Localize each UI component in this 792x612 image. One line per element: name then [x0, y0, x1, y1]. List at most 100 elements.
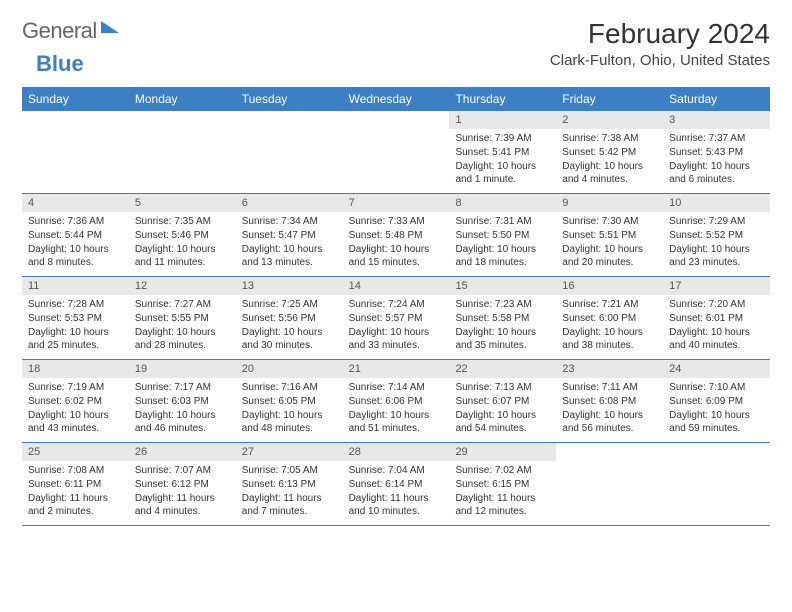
day-body: Sunrise: 7:05 AMSunset: 6:13 PMDaylight:… [236, 461, 343, 524]
daylight-text: Daylight: 10 hours and 48 minutes. [242, 409, 337, 435]
day-body: Sunrise: 7:29 AMSunset: 5:52 PMDaylight:… [663, 212, 770, 275]
sunrise-text: Sunrise: 7:39 AM [455, 132, 550, 145]
daylight-text: Daylight: 10 hours and 54 minutes. [455, 409, 550, 435]
day-cell: 22Sunrise: 7:13 AMSunset: 6:07 PMDayligh… [449, 360, 556, 442]
sunset-text: Sunset: 6:06 PM [349, 395, 444, 408]
day-body: Sunrise: 7:07 AMSunset: 6:12 PMDaylight:… [129, 461, 236, 524]
sunset-text: Sunset: 5:47 PM [242, 229, 337, 242]
daylight-text: Daylight: 10 hours and 23 minutes. [669, 243, 764, 269]
daylight-text: Daylight: 10 hours and 46 minutes. [135, 409, 230, 435]
day-body: Sunrise: 7:11 AMSunset: 6:08 PMDaylight:… [556, 378, 663, 441]
weekday-header: Saturday [663, 87, 770, 111]
sunset-text: Sunset: 6:05 PM [242, 395, 337, 408]
sunset-text: Sunset: 6:12 PM [135, 478, 230, 491]
sunrise-text: Sunrise: 7:02 AM [455, 464, 550, 477]
day-cell: 11Sunrise: 7:28 AMSunset: 5:53 PMDayligh… [22, 277, 129, 359]
sunrise-text: Sunrise: 7:13 AM [455, 381, 550, 394]
sunset-text: Sunset: 6:14 PM [349, 478, 444, 491]
day-body: Sunrise: 7:20 AMSunset: 6:01 PMDaylight:… [663, 295, 770, 358]
sunrise-text: Sunrise: 7:08 AM [28, 464, 123, 477]
day-body: Sunrise: 7:27 AMSunset: 5:55 PMDaylight:… [129, 295, 236, 358]
sunset-text: Sunset: 5:42 PM [562, 146, 657, 159]
day-number: 12 [129, 277, 236, 295]
logo-text-general: General [22, 18, 97, 44]
day-number: 4 [22, 194, 129, 212]
sunrise-text: Sunrise: 7:23 AM [455, 298, 550, 311]
daylight-text: Daylight: 10 hours and 13 minutes. [242, 243, 337, 269]
sunrise-text: Sunrise: 7:04 AM [349, 464, 444, 477]
sunset-text: Sunset: 6:13 PM [242, 478, 337, 491]
daylight-text: Daylight: 10 hours and 1 minute. [455, 160, 550, 186]
sunrise-text: Sunrise: 7:31 AM [455, 215, 550, 228]
sunrise-text: Sunrise: 7:25 AM [242, 298, 337, 311]
sunrise-text: Sunrise: 7:20 AM [669, 298, 764, 311]
day-cell: 21Sunrise: 7:14 AMSunset: 6:06 PMDayligh… [343, 360, 450, 442]
day-cell: 5Sunrise: 7:35 AMSunset: 5:46 PMDaylight… [129, 194, 236, 276]
day-cell: 12Sunrise: 7:27 AMSunset: 5:55 PMDayligh… [129, 277, 236, 359]
sunset-text: Sunset: 5:51 PM [562, 229, 657, 242]
daylight-text: Daylight: 11 hours and 2 minutes. [28, 492, 123, 518]
day-cell [556, 443, 663, 525]
sunrise-text: Sunrise: 7:19 AM [28, 381, 123, 394]
sunset-text: Sunset: 6:07 PM [455, 395, 550, 408]
sunset-text: Sunset: 6:09 PM [669, 395, 764, 408]
day-cell: 16Sunrise: 7:21 AMSunset: 6:00 PMDayligh… [556, 277, 663, 359]
day-number: 1 [449, 111, 556, 129]
month-title: February 2024 [550, 18, 770, 50]
day-body: Sunrise: 7:30 AMSunset: 5:51 PMDaylight:… [556, 212, 663, 275]
weekday-header: Tuesday [236, 87, 343, 111]
day-number: 18 [22, 360, 129, 378]
day-number: 20 [236, 360, 343, 378]
day-number: 13 [236, 277, 343, 295]
sunrise-text: Sunrise: 7:14 AM [349, 381, 444, 394]
day-cell: 7Sunrise: 7:33 AMSunset: 5:48 PMDaylight… [343, 194, 450, 276]
day-body: Sunrise: 7:28 AMSunset: 5:53 PMDaylight:… [22, 295, 129, 358]
day-body: Sunrise: 7:13 AMSunset: 6:07 PMDaylight:… [449, 378, 556, 441]
week-row: 4Sunrise: 7:36 AMSunset: 5:44 PMDaylight… [22, 194, 770, 277]
daylight-text: Daylight: 10 hours and 20 minutes. [562, 243, 657, 269]
day-body: Sunrise: 7:14 AMSunset: 6:06 PMDaylight:… [343, 378, 450, 441]
day-body: Sunrise: 7:21 AMSunset: 6:00 PMDaylight:… [556, 295, 663, 358]
week-row: 11Sunrise: 7:28 AMSunset: 5:53 PMDayligh… [22, 277, 770, 360]
logo: General [22, 18, 121, 44]
day-number: 22 [449, 360, 556, 378]
sunset-text: Sunset: 6:15 PM [455, 478, 550, 491]
sunset-text: Sunset: 5:46 PM [135, 229, 230, 242]
daylight-text: Daylight: 10 hours and 30 minutes. [242, 326, 337, 352]
sunset-text: Sunset: 6:08 PM [562, 395, 657, 408]
day-cell: 4Sunrise: 7:36 AMSunset: 5:44 PMDaylight… [22, 194, 129, 276]
day-number: 28 [343, 443, 450, 461]
day-cell: 9Sunrise: 7:30 AMSunset: 5:51 PMDaylight… [556, 194, 663, 276]
sunset-text: Sunset: 5:56 PM [242, 312, 337, 325]
sunrise-text: Sunrise: 7:11 AM [562, 381, 657, 394]
day-number: 26 [129, 443, 236, 461]
sunset-text: Sunset: 5:52 PM [669, 229, 764, 242]
day-body: Sunrise: 7:17 AMSunset: 6:03 PMDaylight:… [129, 378, 236, 441]
sunrise-text: Sunrise: 7:16 AM [242, 381, 337, 394]
day-number: 14 [343, 277, 450, 295]
daylight-text: Daylight: 11 hours and 12 minutes. [455, 492, 550, 518]
day-number: 17 [663, 277, 770, 295]
weekday-header-row: SundayMondayTuesdayWednesdayThursdayFrid… [22, 87, 770, 111]
day-number: 2 [556, 111, 663, 129]
daylight-text: Daylight: 11 hours and 4 minutes. [135, 492, 230, 518]
daylight-text: Daylight: 10 hours and 6 minutes. [669, 160, 764, 186]
day-cell: 3Sunrise: 7:37 AMSunset: 5:43 PMDaylight… [663, 111, 770, 193]
day-number: 3 [663, 111, 770, 129]
daylight-text: Daylight: 10 hours and 28 minutes. [135, 326, 230, 352]
day-number: 16 [556, 277, 663, 295]
day-body: Sunrise: 7:24 AMSunset: 5:57 PMDaylight:… [343, 295, 450, 358]
weekday-header: Friday [556, 87, 663, 111]
daylight-text: Daylight: 10 hours and 4 minutes. [562, 160, 657, 186]
day-number: 7 [343, 194, 450, 212]
day-body: Sunrise: 7:08 AMSunset: 6:11 PMDaylight:… [22, 461, 129, 524]
sunrise-text: Sunrise: 7:05 AM [242, 464, 337, 477]
day-cell: 14Sunrise: 7:24 AMSunset: 5:57 PMDayligh… [343, 277, 450, 359]
title-block: February 2024 Clark-Fulton, Ohio, United… [550, 18, 770, 69]
sunrise-text: Sunrise: 7:37 AM [669, 132, 764, 145]
sunrise-text: Sunrise: 7:36 AM [28, 215, 123, 228]
sunrise-text: Sunrise: 7:30 AM [562, 215, 657, 228]
week-row: 18Sunrise: 7:19 AMSunset: 6:02 PMDayligh… [22, 360, 770, 443]
day-cell: 24Sunrise: 7:10 AMSunset: 6:09 PMDayligh… [663, 360, 770, 442]
day-body: Sunrise: 7:38 AMSunset: 5:42 PMDaylight:… [556, 129, 663, 192]
